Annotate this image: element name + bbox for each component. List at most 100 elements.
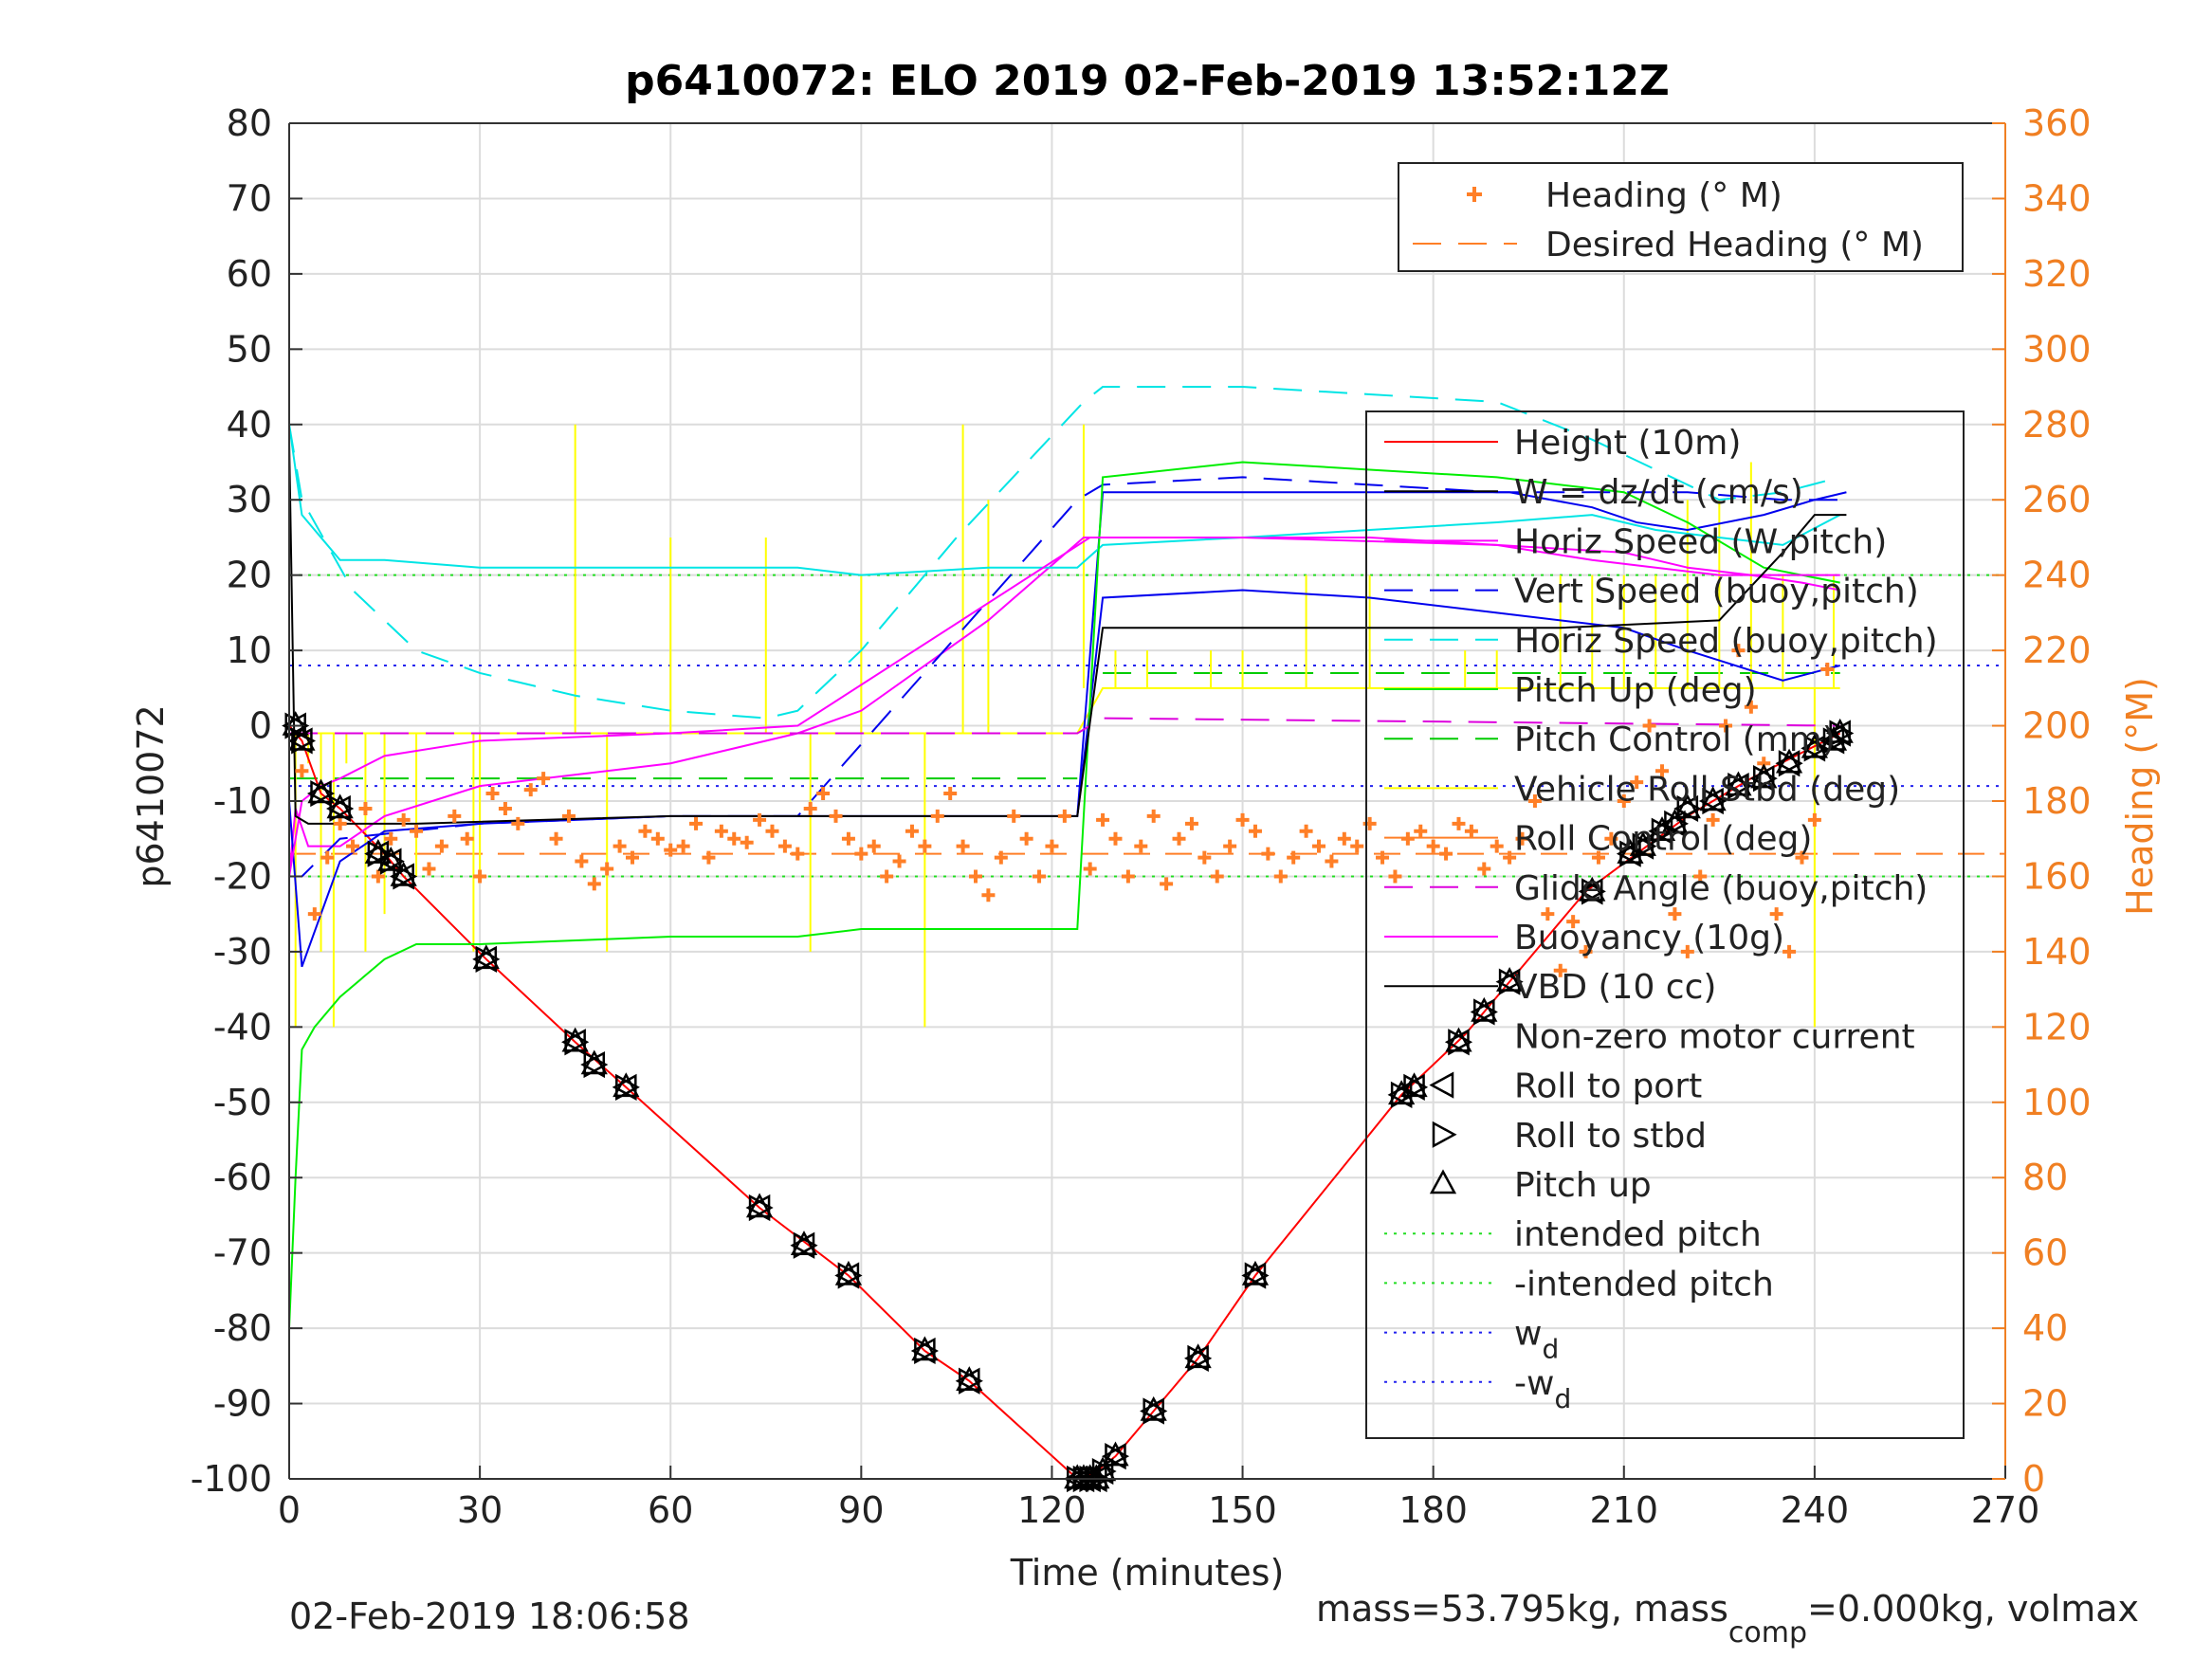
pitch-up-marker <box>1673 793 1701 819</box>
pitch-up-marker <box>472 944 500 970</box>
x-tick-label: 270 <box>1971 1489 2040 1531</box>
heading-point <box>1668 907 1682 921</box>
legend-main-label: Glide Angle (buoy,pitch) <box>1514 869 1928 908</box>
heading-point <box>1579 944 1593 958</box>
roll-stbd-marker <box>914 1337 939 1365</box>
heading-point <box>1642 719 1656 733</box>
legend-main-label: Horiz Speed (buoy,pitch) <box>1514 622 1938 661</box>
roll-stbd-marker <box>1632 832 1657 860</box>
motor-marker <box>1101 1441 1130 1470</box>
x-tick-label: 180 <box>1398 1489 1468 1531</box>
y-axis-label: p6410072 <box>130 704 172 887</box>
y-tick-label: -70 <box>213 1232 272 1274</box>
legend-heading-box <box>1398 162 1964 272</box>
roll-stbd-marker <box>837 1262 863 1289</box>
y2-tick-label: 340 <box>2022 177 2092 219</box>
roll-stbd-marker <box>793 1231 818 1259</box>
roll-stbd-marker <box>1105 1443 1130 1470</box>
pitch-up-marker <box>1617 839 1644 864</box>
heading-point <box>930 809 944 823</box>
heading-point <box>396 812 411 827</box>
motor-marker <box>1495 967 1524 995</box>
legend-main-label: Vert Speed (buoy,pitch) <box>1514 573 1919 611</box>
pitch-up-marker <box>1241 1260 1270 1285</box>
heading-point <box>1490 839 1504 853</box>
roll-stbd-marker <box>959 1367 983 1395</box>
heading-point <box>1223 839 1237 853</box>
pitch-up-marker <box>1140 1395 1167 1421</box>
pitch-up-marker <box>1661 809 1689 834</box>
pitch-up-marker <box>307 778 335 804</box>
heading-point <box>867 839 881 853</box>
heading-point <box>1388 869 1402 884</box>
heading-point <box>1769 907 1783 921</box>
y-tick-label: -90 <box>213 1383 272 1425</box>
roll-stbd-marker <box>380 848 405 875</box>
y2-tick-label: 0 <box>2022 1458 2045 1500</box>
y-tick-label: -40 <box>213 1006 272 1048</box>
motor-marker <box>306 778 336 808</box>
heading-point <box>816 787 831 801</box>
heading-point <box>727 831 741 846</box>
pitch-up-marker <box>1388 1080 1416 1105</box>
heading-point <box>702 850 716 865</box>
roll-stbd-marker <box>1822 727 1848 755</box>
roll-stbd-marker <box>475 945 501 973</box>
legend-main-sub: d <box>1542 1334 1559 1365</box>
y-tick-label: -60 <box>213 1157 272 1198</box>
heading-point <box>1019 831 1033 846</box>
y2-tick-label: 200 <box>2022 705 2092 747</box>
heading-point <box>791 847 805 861</box>
heading-point <box>1172 831 1186 846</box>
pitch-up-marker <box>1471 996 1498 1022</box>
y2-tick-label: 100 <box>2022 1082 2092 1123</box>
roll-stbd-marker <box>1390 1081 1416 1108</box>
heading-point <box>511 816 525 830</box>
heading-point <box>981 888 996 902</box>
roll-stbd-marker <box>367 840 393 867</box>
motor-marker <box>1444 1027 1473 1056</box>
heading-point <box>1299 824 1313 838</box>
heading-point <box>587 877 601 891</box>
series-horiz_speed_buoy_dashed <box>288 386 1840 720</box>
legend-main-label: Roll Control (deg) <box>1514 820 1812 859</box>
heading-point <box>448 809 462 823</box>
y-tick-label: -100 <box>191 1458 272 1500</box>
heading-point <box>854 847 868 861</box>
legend-main-label: Non-zero motor current <box>1514 1017 1915 1056</box>
motor-marker <box>1578 876 1606 905</box>
pitch-up-marker <box>326 793 354 819</box>
heading-point <box>346 839 360 853</box>
heading-point <box>1503 850 1517 865</box>
motor-marker <box>612 1072 640 1101</box>
heading-point <box>650 831 665 846</box>
motor-marker <box>580 1049 609 1079</box>
x-tick-label: 240 <box>1781 1489 1850 1531</box>
roll-stbd-marker <box>1651 817 1676 845</box>
motor-marker <box>287 725 317 755</box>
heading-point <box>1693 869 1708 884</box>
heading-point <box>1160 877 1174 891</box>
heading-point <box>803 801 817 815</box>
motor-marker <box>1673 793 1702 823</box>
roll-stbd-marker <box>1778 750 1803 777</box>
heading-point <box>498 801 512 815</box>
heading-point <box>1744 700 1758 714</box>
legend-main-label: Pitch up <box>1514 1166 1652 1205</box>
heading-point <box>1337 831 1351 846</box>
heading-point <box>333 816 347 830</box>
footer-mass: mass=53.795kg, masscomp=0.000kg, volmax <box>1316 1588 2139 1650</box>
roll-stbd-marker <box>1728 773 1753 800</box>
axes: 0 30 60 90 120 150 180 210 240 270 80 70 60 50 40 30 20 1… <box>191 102 2092 1531</box>
y2-tick-label: 40 <box>2022 1307 2068 1349</box>
x-tick-label: 30 <box>457 1489 503 1531</box>
heading-point <box>1184 816 1198 830</box>
series-w <box>1076 491 1847 816</box>
footer-timestamp: 02-Feb-2019 18:06:58 <box>289 1595 690 1637</box>
legend-main-label: Buoyancy (10g) <box>1514 919 1784 957</box>
roll-stbd-marker <box>1676 794 1702 823</box>
roll-stbd-marker <box>1803 735 1829 762</box>
legend-main-label: -wd <box>1514 1364 1571 1414</box>
heading-point <box>1820 662 1835 676</box>
heading-point <box>1210 869 1224 884</box>
